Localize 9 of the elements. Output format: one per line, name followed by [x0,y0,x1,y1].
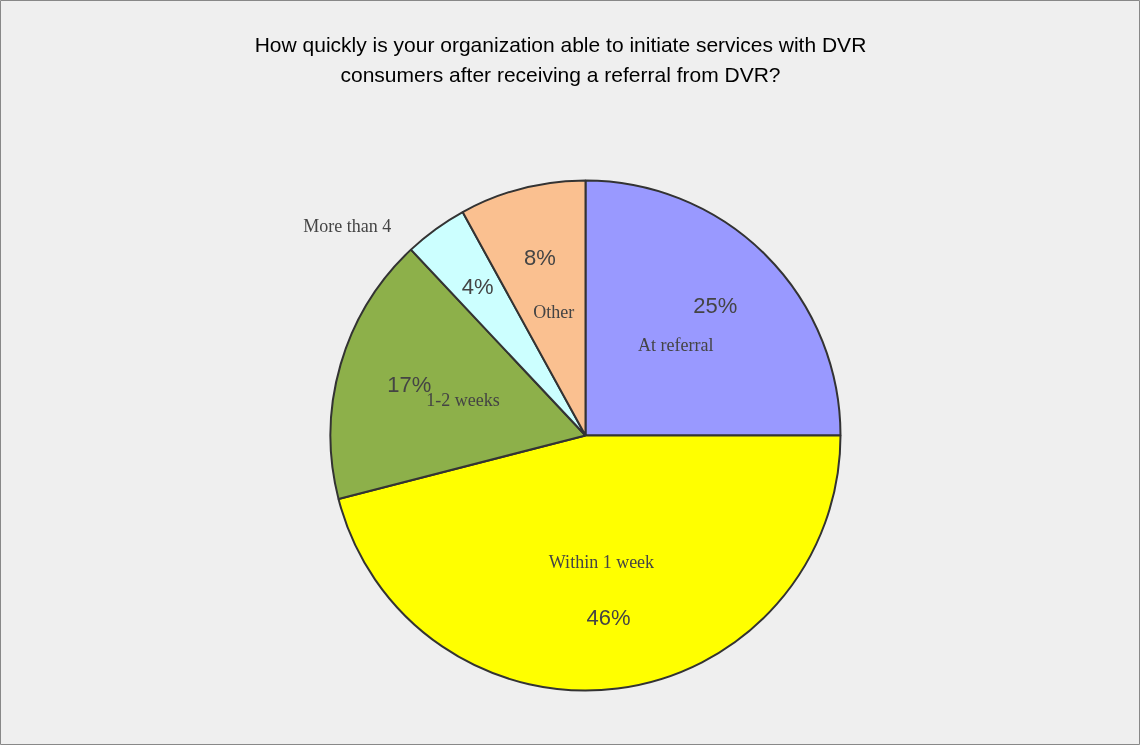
data-label: 4% [461,274,494,300]
data-label: 25% [693,293,738,319]
slice-label: Other [533,302,575,323]
chart-title: How quickly is your organization able to initiate services with DVR consumers after receiving a referral from DVR? [254,32,867,86]
data-label: 46% [586,605,631,631]
slice-label: At referral [637,335,714,356]
slice-label: More than 4 [303,216,392,237]
data-label: 8% [523,245,556,271]
slice-label: Within 1 week [548,551,655,572]
